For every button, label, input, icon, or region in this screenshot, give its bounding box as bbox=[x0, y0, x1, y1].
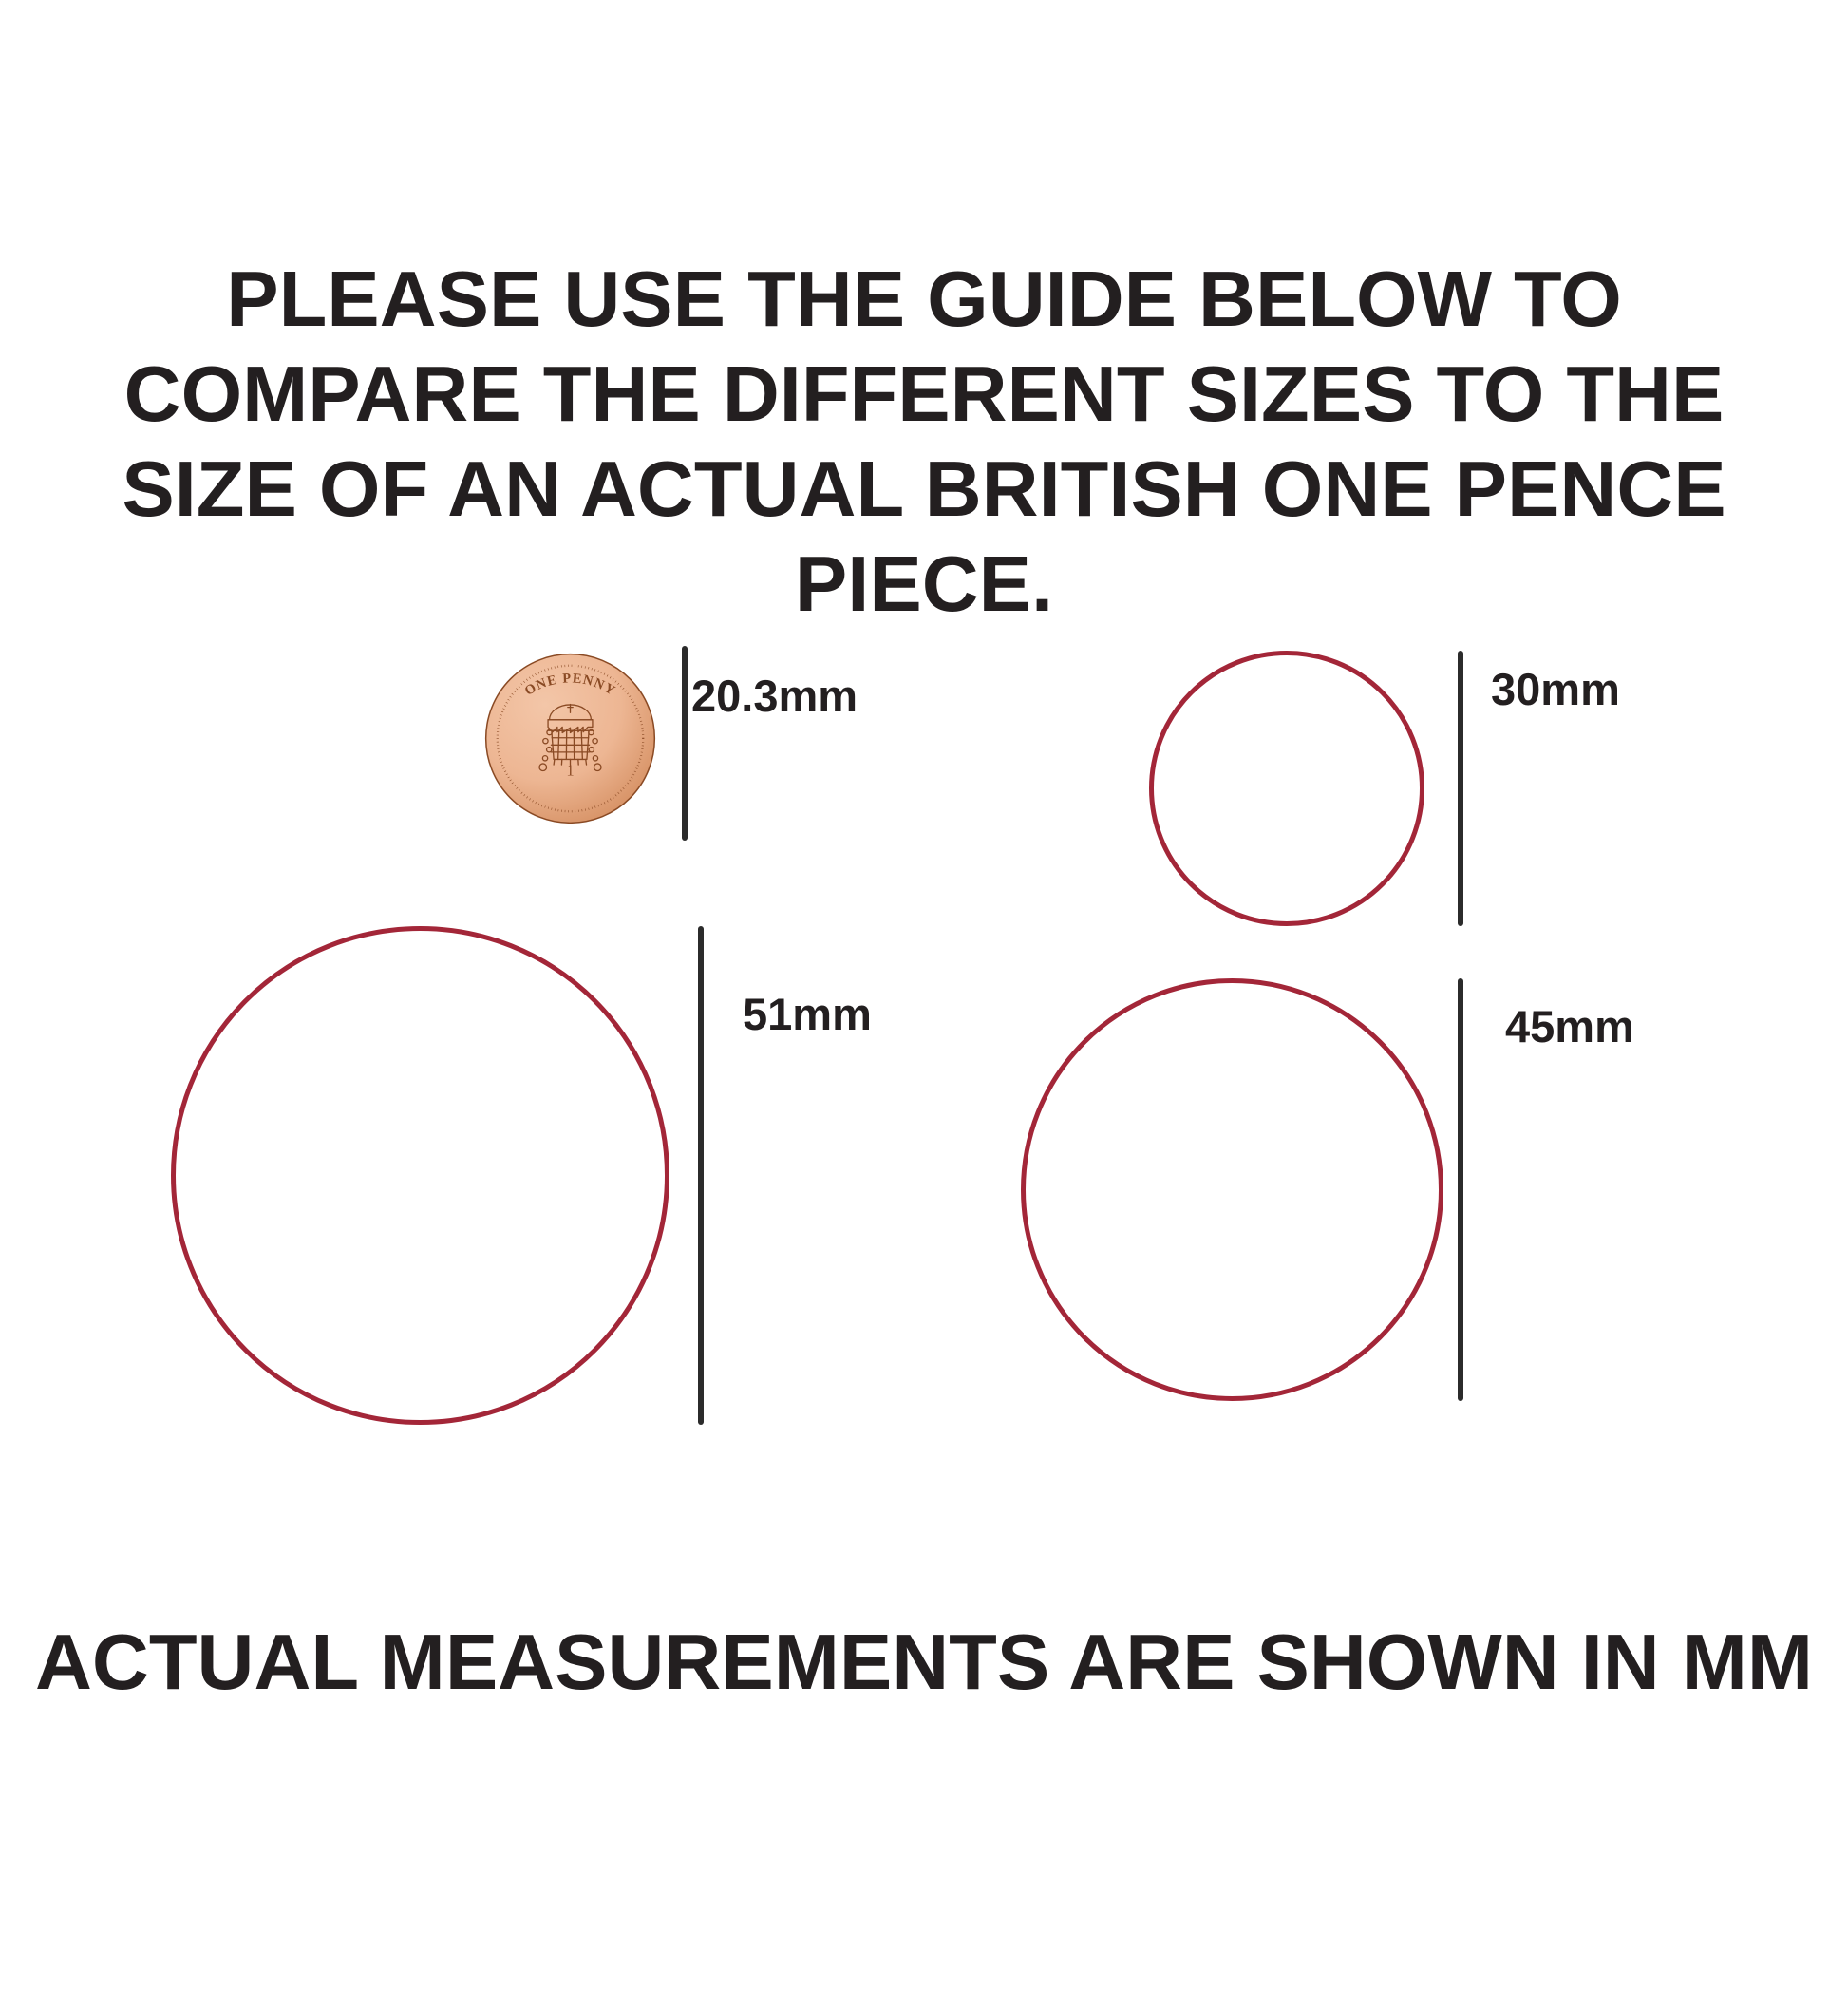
svg-text:1: 1 bbox=[566, 761, 574, 779]
